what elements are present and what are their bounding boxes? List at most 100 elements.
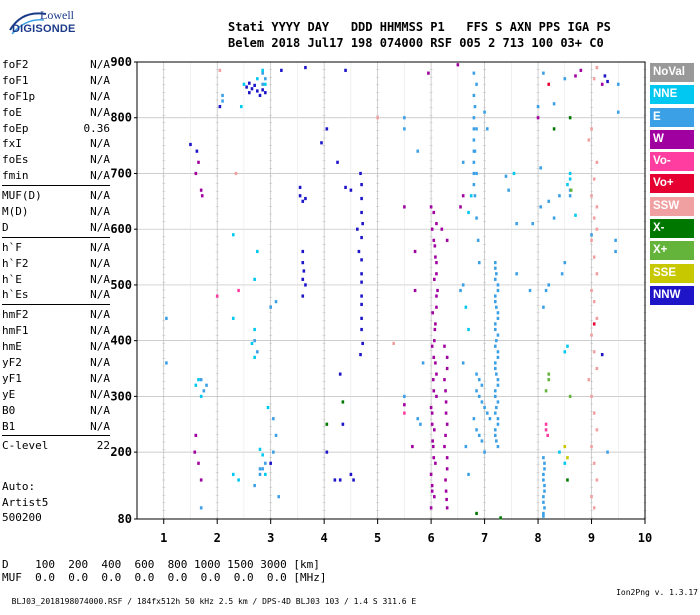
echo-point bbox=[253, 483, 256, 488]
echo-point bbox=[432, 355, 436, 359]
echo-point bbox=[590, 238, 593, 242]
echo-point bbox=[543, 483, 546, 488]
echo-point bbox=[403, 403, 406, 407]
echo-point bbox=[493, 389, 497, 393]
echo-point bbox=[434, 461, 437, 465]
y-tick-label: 400 bbox=[110, 334, 132, 348]
echo-point bbox=[360, 327, 363, 332]
param-value: N/A bbox=[90, 403, 110, 417]
param-value: N/A bbox=[90, 137, 110, 151]
echo-point bbox=[542, 472, 545, 477]
echo-point bbox=[445, 422, 449, 426]
echo-point bbox=[445, 497, 448, 502]
echo-point bbox=[504, 174, 508, 178]
echo-point bbox=[543, 489, 546, 493]
echo-point bbox=[493, 344, 497, 348]
echo-point bbox=[592, 461, 596, 465]
echo-point bbox=[218, 104, 222, 109]
echo-point bbox=[261, 68, 264, 72]
echo-point bbox=[430, 422, 434, 426]
echo-point bbox=[432, 238, 436, 242]
echo-point bbox=[194, 383, 198, 387]
echo-point bbox=[304, 283, 307, 287]
echo-point bbox=[264, 461, 267, 465]
y-tick-label: 900 bbox=[110, 55, 132, 69]
param-name: yF1 bbox=[2, 371, 22, 385]
echo-point bbox=[197, 160, 200, 164]
echo-point bbox=[472, 71, 476, 75]
echo-point bbox=[349, 188, 353, 192]
echo-point bbox=[495, 339, 498, 343]
echo-point bbox=[496, 383, 500, 387]
echo-point bbox=[493, 411, 497, 415]
echo-point bbox=[231, 233, 235, 237]
param-name: foEp bbox=[2, 121, 29, 135]
echo-point bbox=[587, 378, 591, 382]
echo-point bbox=[445, 366, 449, 371]
echo-point bbox=[199, 506, 203, 510]
echo-point bbox=[563, 350, 567, 354]
echo-point bbox=[435, 294, 438, 298]
echo-point bbox=[274, 300, 278, 304]
echo-point bbox=[352, 478, 355, 482]
echo-point bbox=[496, 422, 500, 426]
echo-point bbox=[266, 405, 270, 410]
echo-point bbox=[459, 288, 462, 293]
logo-lowell: Lowell bbox=[40, 8, 74, 22]
param-row: B0 N/A bbox=[2, 403, 110, 419]
echo-point bbox=[542, 500, 545, 504]
echo-point bbox=[544, 389, 548, 393]
echo-point bbox=[231, 316, 235, 320]
echo-point bbox=[542, 456, 545, 460]
echo-point bbox=[485, 411, 489, 415]
echo-point bbox=[542, 495, 545, 499]
echo-point bbox=[200, 194, 204, 198]
logo-digisonde: DIGISONDE bbox=[12, 23, 76, 35]
echo-point bbox=[590, 394, 593, 398]
echo-point bbox=[435, 305, 438, 309]
echo-point bbox=[496, 444, 500, 449]
echo-point bbox=[199, 394, 203, 398]
param-name: fxI bbox=[2, 137, 22, 151]
echo-point bbox=[560, 272, 564, 276]
echo-point bbox=[197, 378, 200, 382]
param-value: N/A bbox=[90, 256, 110, 270]
distance-row: D 100 200 400 600 800 1000 1500 3000 [km… bbox=[2, 558, 320, 571]
ionogram-plot-area: 1 2 3 4 5 6 7 8 9 10 80 200 300 400 500 600 700 800 900 bbox=[110, 55, 652, 545]
echo-point bbox=[253, 277, 256, 281]
param-row: fmin N/A bbox=[2, 168, 110, 184]
echo-point bbox=[302, 269, 306, 273]
param-row: hmE N/A bbox=[2, 339, 110, 355]
y-tick-label: 700 bbox=[110, 166, 132, 180]
param-row: foF2 N/A bbox=[2, 57, 110, 73]
echo-point bbox=[440, 227, 444, 231]
param-row: h`Es N/A bbox=[2, 287, 110, 303]
echo-point bbox=[547, 378, 551, 382]
echo-point bbox=[493, 294, 497, 298]
echo-point bbox=[475, 216, 478, 220]
echo-point bbox=[261, 88, 264, 92]
param-group-divider bbox=[2, 185, 110, 187]
echo-point bbox=[590, 233, 593, 237]
echo-point bbox=[194, 433, 198, 438]
echo-point bbox=[429, 472, 433, 477]
echo-point bbox=[566, 478, 569, 482]
echo-point bbox=[444, 411, 448, 415]
echo-point bbox=[197, 461, 200, 465]
echo-point bbox=[477, 261, 481, 265]
echo-point bbox=[542, 511, 545, 516]
echo-point bbox=[445, 467, 449, 471]
x-tick-label: 7 bbox=[481, 531, 488, 545]
echo-point bbox=[360, 183, 363, 187]
echo-point bbox=[616, 110, 620, 114]
echo-point bbox=[264, 472, 267, 477]
echo-point bbox=[433, 339, 436, 343]
echo-point bbox=[245, 85, 248, 89]
echo-point bbox=[194, 171, 198, 176]
echo-point bbox=[552, 216, 556, 220]
param-row: D N/A bbox=[2, 220, 110, 236]
echo-point bbox=[298, 194, 302, 198]
echo-point bbox=[341, 400, 345, 404]
param-value: N/A bbox=[90, 169, 110, 183]
echo-point bbox=[341, 422, 345, 426]
